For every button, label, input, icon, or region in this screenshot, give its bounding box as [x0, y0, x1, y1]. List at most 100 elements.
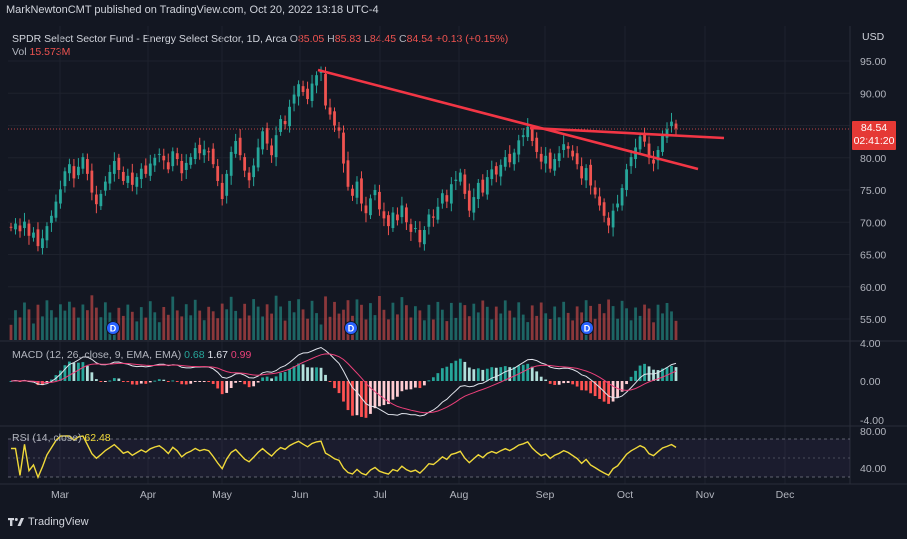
macd-histogram-bar: [193, 381, 197, 382]
volume-bar: [625, 308, 628, 340]
rsi-legend[interactable]: RSI (14, close) 62.48: [12, 432, 111, 444]
candle-body: [454, 179, 458, 181]
tradingview-logo[interactable]: TradingView: [8, 516, 89, 528]
macd-histogram-bar: [243, 381, 247, 385]
volume-bar: [431, 319, 435, 340]
macd-histogram-bar: [458, 358, 462, 381]
candle-body: [153, 157, 157, 166]
macd-histogram-bar: [324, 374, 327, 381]
candle-body: [656, 150, 660, 161]
volume-bar: [252, 299, 256, 340]
macd-histogram-bar: [301, 364, 305, 381]
macd-histogram-bar: [41, 381, 44, 386]
macd-histogram-bar: [283, 371, 287, 381]
candle-body: [32, 232, 35, 238]
macd-tick-label: 0.00: [860, 376, 881, 388]
macd-axis[interactable]: 4.00 0.00 -4.00: [860, 338, 884, 427]
macd-histogram-bar: [634, 370, 637, 381]
macd-histogram-bar: [503, 366, 507, 381]
volume-bar: [54, 317, 58, 340]
volume-bar: [472, 303, 476, 340]
rsi-line: [11, 435, 677, 480]
macd-histogram-bar: [112, 378, 116, 381]
macd-histogram-bar: [481, 369, 485, 381]
time-tick-label: Apr: [140, 489, 157, 501]
price-axis[interactable]: 95.0090.0085.0080.0075.0070.0065.0060.00…: [860, 56, 886, 326]
rsi-axis[interactable]: 80.00 40.00: [860, 426, 886, 475]
volume-bar: [32, 323, 35, 340]
candle-body: [580, 166, 584, 179]
candle-body: [413, 228, 417, 230]
volume-bar: [256, 306, 260, 340]
macd-histogram-bar: [99, 381, 103, 383]
macd-histogram-bar: [50, 379, 53, 381]
macd-histogram-bar: [665, 367, 669, 381]
volume-bar: [324, 296, 327, 340]
volume-bar: [337, 313, 341, 340]
time-tick-label: Sep: [536, 489, 555, 501]
time-tick-label: Dec: [776, 489, 795, 501]
volume-bar: [130, 311, 134, 340]
macd-histogram-bar: [391, 381, 395, 400]
candle-body: [283, 120, 287, 125]
volume-bar: [279, 306, 282, 340]
volume-bar: [396, 314, 399, 340]
volume-bar: [454, 317, 458, 340]
macd-histogram: [9, 358, 678, 418]
time-axis[interactable]: Mar Apr May Jun Jul Aug Sep Oct Nov Dec: [51, 489, 794, 501]
candle-body: [405, 207, 408, 223]
macd-histogram-bar: [72, 362, 76, 381]
volume-bar: [274, 295, 278, 340]
candle-body: [355, 181, 359, 198]
volume-bar: [328, 316, 332, 340]
high-label: H: [327, 33, 335, 45]
macd-histogram-bar: [571, 381, 575, 385]
candle-body: [207, 151, 211, 153]
candle-body: [485, 177, 489, 195]
macd-legend[interactable]: MACD (12, 26, close, 9, EMA, EMA) 0.68 1…: [12, 349, 251, 361]
macd-histogram-bar: [306, 367, 309, 381]
macd-histogram-bar: [405, 381, 408, 390]
volume-bar: [72, 307, 76, 340]
candle-body: [108, 171, 112, 184]
macd-histogram-bar: [225, 381, 229, 393]
rsi-tick-label: 40.00: [860, 463, 886, 475]
macd-histogram-bar: [355, 381, 359, 416]
candle-body: [180, 160, 184, 174]
open-label: O: [289, 33, 298, 45]
volume-bar: [270, 313, 274, 340]
candle-body: [625, 169, 628, 190]
price-tick-label: 80.00: [860, 153, 886, 165]
volume-bar: [665, 303, 669, 340]
volume-bar: [144, 317, 148, 340]
candle-body: [189, 157, 193, 165]
macd-histogram-bar: [288, 369, 291, 381]
candle-body: [512, 152, 516, 165]
macd-histogram-bar: [463, 361, 467, 381]
candle-body: [117, 157, 121, 171]
macd-histogram-bar: [553, 381, 557, 385]
macd-histogram-bar: [261, 377, 265, 381]
volume-bar: [378, 296, 381, 340]
volume-bar: [59, 304, 62, 340]
volume-bar: [476, 312, 480, 340]
symbol-legend[interactable]: SPDR Select Sector Fund - Energy Select …: [12, 33, 508, 45]
macd-histogram-bar: [189, 381, 193, 384]
candle-body: [310, 83, 314, 101]
candle-body: [198, 144, 202, 154]
candle-body: [589, 164, 593, 186]
macd-histogram-bar: [508, 367, 512, 381]
candle-body: [279, 119, 282, 132]
candle-body: [166, 162, 170, 170]
candle-body: [387, 215, 390, 227]
candle-body: [400, 205, 404, 218]
dividend-marker-label: D: [110, 324, 117, 334]
candle-body: [472, 197, 476, 213]
candle-body: [14, 223, 17, 230]
volume-bar: [103, 302, 107, 340]
macd-histogram-bar: [629, 376, 633, 381]
candle-body: [225, 173, 229, 196]
signal-line: [10, 353, 677, 414]
